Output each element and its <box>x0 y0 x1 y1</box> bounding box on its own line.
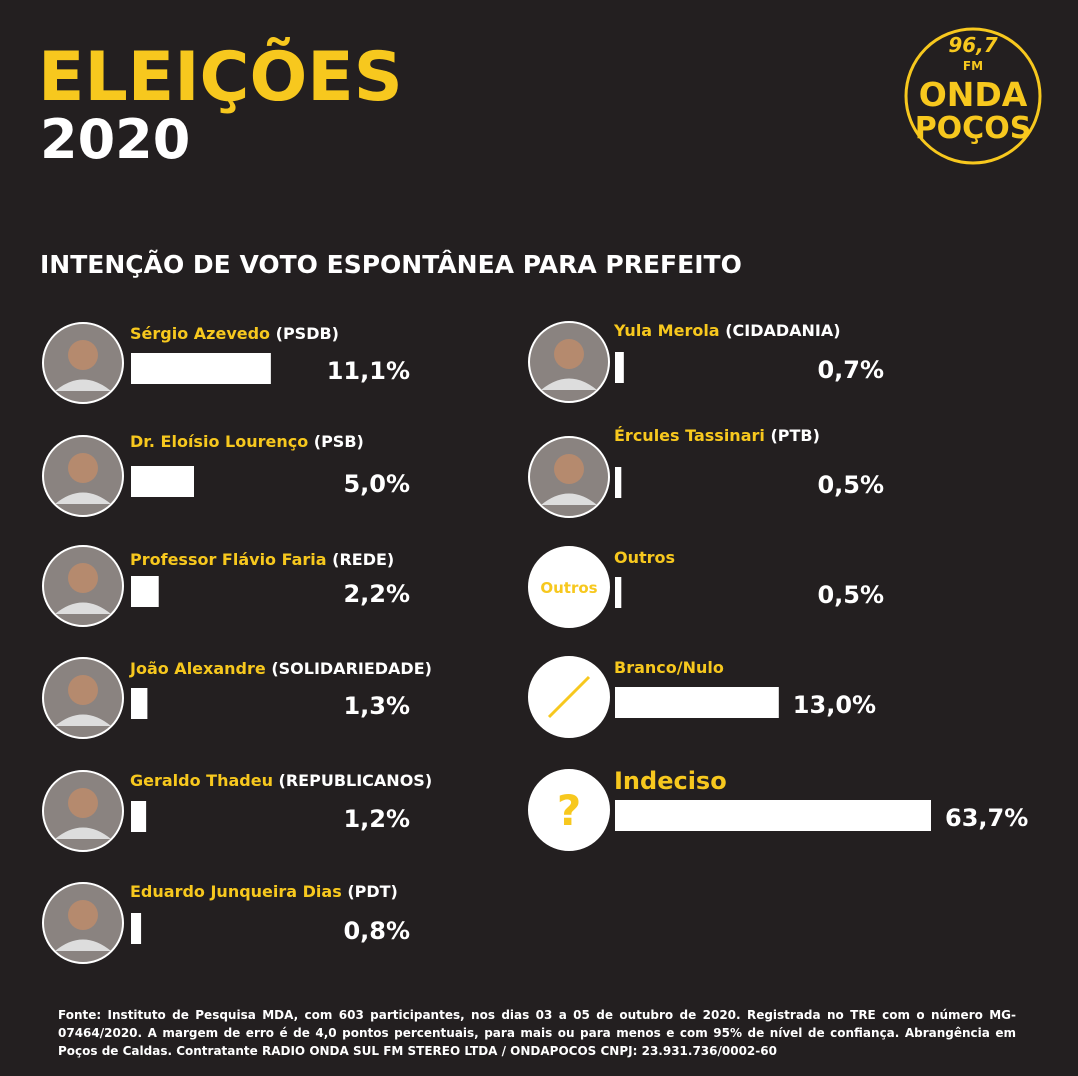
logo-line2: POÇOS <box>915 111 1032 146</box>
avatar-body <box>55 714 111 726</box>
bar <box>615 800 931 831</box>
logo-ring <box>904 27 1042 165</box>
bar <box>131 801 147 832</box>
candidate-label: Eduardo Junqueira Dias (PDT) <box>130 882 398 901</box>
avatar-head <box>68 340 98 370</box>
avatar <box>528 769 610 851</box>
bar <box>131 466 194 497</box>
logo-frequency: 96,7 <box>948 33 997 57</box>
value-label: 0,7% <box>817 356 884 384</box>
value-label: 0,5% <box>817 471 884 499</box>
candidate-name: Indeciso <box>614 767 727 795</box>
candidate-name: Sérgio Azevedo <box>130 324 270 343</box>
candidate-name: Dr. Eloísio Lourenço <box>130 432 308 451</box>
candidate-label: João Alexandre (SOLIDARIEDADE) <box>129 659 432 678</box>
icon-label: ? <box>557 786 581 835</box>
value-label: 0,8% <box>343 917 410 945</box>
title: ELEIÇÕES <box>38 37 403 117</box>
logo-line1: ONDA <box>919 75 1028 114</box>
avatar-head <box>554 339 584 369</box>
bar <box>131 688 148 719</box>
bar <box>131 913 142 944</box>
candidate-party: (PSB) <box>314 432 364 451</box>
bar <box>131 576 159 607</box>
avatar-body <box>541 378 597 390</box>
candidate-party: (CIDADANIA) <box>725 321 840 340</box>
icon-slash <box>547 675 591 719</box>
value-label: 63,7% <box>945 804 1028 832</box>
value-label: 1,3% <box>343 692 410 720</box>
candidate-name: Ércules Tassinari <box>614 426 765 445</box>
value-label: 5,0% <box>343 470 410 498</box>
candidate-label: Geraldo Thadeu (REPUBLICANOS) <box>130 771 432 790</box>
icon-label: Outros <box>540 579 597 597</box>
avatar-head <box>68 453 98 483</box>
candidate-label: Branco/Nulo <box>614 658 724 677</box>
candidate-label: Dr. Eloísio Lourenço (PSB) <box>130 432 364 451</box>
infographic: ELEIÇÕES 2020 96,7 FM ONDA POÇOS INTENÇÃ… <box>38 27 1042 964</box>
candidate-party: (REDE) <box>332 550 394 569</box>
bar <box>615 352 624 383</box>
candidate-party: (REPUBLICANOS) <box>279 771 433 790</box>
footer-source: Fonte: Instituto de Pesquisa MDA, com 60… <box>58 1008 1016 1058</box>
candidate-label: Sérgio Azevedo (PSDB) <box>130 324 339 343</box>
avatar-body <box>55 379 111 391</box>
value-label: 13,0% <box>793 691 876 719</box>
candidate-name: Yula Merola <box>613 321 720 340</box>
avatar-head <box>68 675 98 705</box>
bar <box>131 353 271 384</box>
candidate-name: Professor Flávio Faria <box>130 550 327 569</box>
candidate-label: Outros <box>614 548 675 567</box>
candidate-name: Outros <box>614 548 675 567</box>
avatar-head <box>68 563 98 593</box>
candidate-party: (SOLIDARIEDADE) <box>271 659 432 678</box>
avatar-head <box>68 900 98 930</box>
candidate-party: (PTB) <box>770 426 819 445</box>
bar <box>615 467 622 498</box>
candidate-label: Indeciso <box>614 767 727 795</box>
year: 2020 <box>40 108 190 171</box>
value-label: 11,1% <box>327 357 410 385</box>
avatar-body <box>55 939 111 951</box>
avatar-head <box>554 454 584 484</box>
avatar-body <box>55 827 111 839</box>
avatar <box>528 546 610 628</box>
bar <box>615 687 779 718</box>
candidate-label: Ércules Tassinari (PTB) <box>614 426 820 445</box>
candidate-name: João Alexandre <box>129 659 266 678</box>
candidate-party: (PSDB) <box>276 324 339 343</box>
candidate-label: Yula Merola (CIDADANIA) <box>613 321 841 340</box>
candidate-name: Eduardo Junqueira Dias <box>130 882 342 901</box>
avatar-body <box>541 493 597 505</box>
candidate-party: (PDT) <box>347 882 398 901</box>
logo-band: FM <box>963 59 983 73</box>
avatar-body <box>55 492 111 504</box>
bar <box>615 577 622 608</box>
value-label: 1,2% <box>343 805 410 833</box>
candidate-name: Branco/Nulo <box>614 658 724 677</box>
value-label: 0,5% <box>817 581 884 609</box>
candidate-name: Geraldo Thadeu <box>130 771 273 790</box>
chart-title: INTENÇÃO DE VOTO ESPONTÂNEA PARA PREFEIT… <box>40 250 742 279</box>
value-label: 2,2% <box>343 580 410 608</box>
candidate-label: Professor Flávio Faria (REDE) <box>130 550 394 569</box>
avatar-head <box>68 788 98 818</box>
avatar-body <box>55 602 111 614</box>
